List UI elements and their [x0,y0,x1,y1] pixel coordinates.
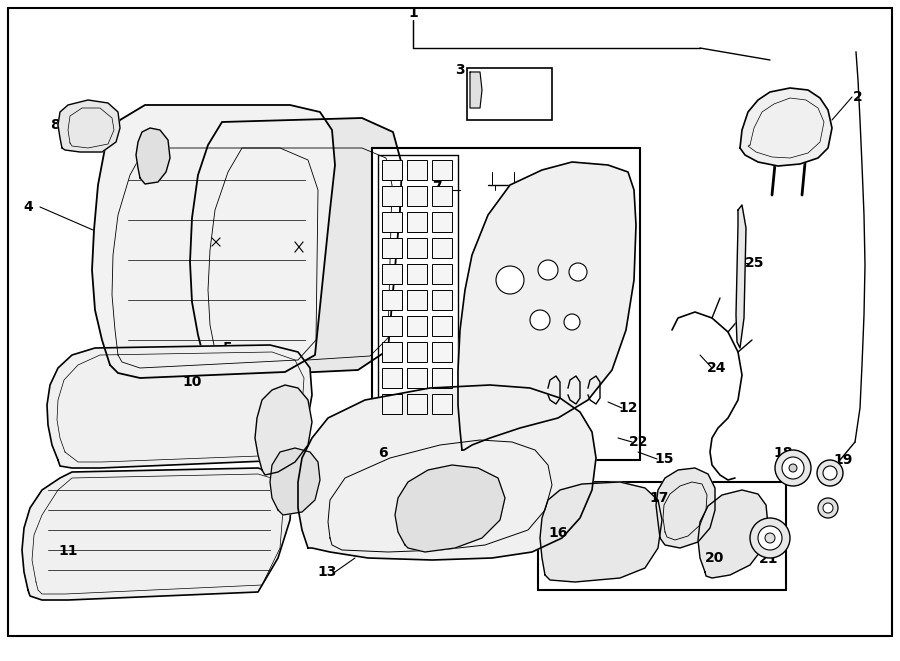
Bar [382,368,402,388]
Bar [382,238,402,258]
Bar [407,186,427,206]
Bar [432,316,452,336]
Bar [407,212,427,232]
Bar [382,316,402,336]
Circle shape [782,457,804,479]
Circle shape [765,533,775,543]
Circle shape [750,518,790,558]
Circle shape [823,503,833,513]
Polygon shape [470,72,482,108]
Text: 5: 5 [223,341,233,355]
Circle shape [538,260,558,280]
Text: 6: 6 [378,446,388,460]
Text: 2: 2 [853,90,863,104]
Text: 15: 15 [654,452,674,466]
Polygon shape [698,490,768,578]
Polygon shape [47,345,312,468]
Bar [407,368,427,388]
Polygon shape [656,468,715,548]
Polygon shape [740,88,832,166]
Circle shape [775,450,811,486]
Text: 20: 20 [706,551,724,565]
Text: 14: 14 [268,421,288,435]
Bar [372,148,640,460]
Circle shape [530,310,550,330]
Polygon shape [22,468,292,600]
Text: 22: 22 [629,435,649,449]
Bar [382,342,402,362]
Bar [407,238,427,258]
Bar [432,290,452,310]
Text: 23: 23 [280,491,300,505]
Bar [467,68,552,120]
Circle shape [564,314,580,330]
Polygon shape [298,385,596,560]
Circle shape [817,460,843,486]
Bar [382,264,402,284]
Circle shape [789,464,797,472]
Circle shape [823,466,837,480]
Bar [432,160,452,180]
Polygon shape [58,100,120,152]
Text: 16: 16 [548,526,568,540]
Bar [432,342,452,362]
Text: 21: 21 [760,552,778,566]
Bar [382,186,402,206]
Bar [538,482,786,590]
Text: 24: 24 [707,361,727,375]
Bar [382,160,402,180]
Bar [432,212,452,232]
Polygon shape [136,128,170,184]
Polygon shape [255,385,312,475]
Bar [382,290,402,310]
Bar [407,316,427,336]
Circle shape [569,263,587,281]
Text: 1: 1 [408,6,418,20]
Text: 25: 25 [745,256,765,270]
Polygon shape [458,162,636,450]
Text: 8: 8 [50,118,60,132]
Polygon shape [736,205,746,348]
Text: 11: 11 [58,544,77,558]
Polygon shape [540,482,662,582]
Polygon shape [190,118,402,376]
Text: 10: 10 [183,375,202,389]
Bar [407,394,427,414]
Bar [432,394,452,414]
Bar [432,368,452,388]
Bar [407,264,427,284]
Text: 9: 9 [148,151,157,165]
Text: 7: 7 [432,180,442,194]
Text: 19: 19 [833,453,852,467]
Bar [382,394,402,414]
Bar [382,212,402,232]
Text: 13: 13 [318,565,337,579]
Text: 6: 6 [377,445,387,459]
Bar [432,264,452,284]
Text: 3: 3 [455,63,465,77]
Bar [407,342,427,362]
Polygon shape [395,465,505,552]
Bar [407,160,427,180]
Bar [432,186,452,206]
Text: 18: 18 [773,446,793,460]
Bar [432,238,452,258]
Circle shape [818,498,838,518]
Circle shape [758,526,782,550]
Circle shape [496,266,524,294]
Polygon shape [92,105,335,378]
Polygon shape [270,448,320,515]
Text: 17: 17 [649,491,669,505]
Bar [407,290,427,310]
Text: 4: 4 [23,200,33,214]
Text: 12: 12 [618,401,638,415]
